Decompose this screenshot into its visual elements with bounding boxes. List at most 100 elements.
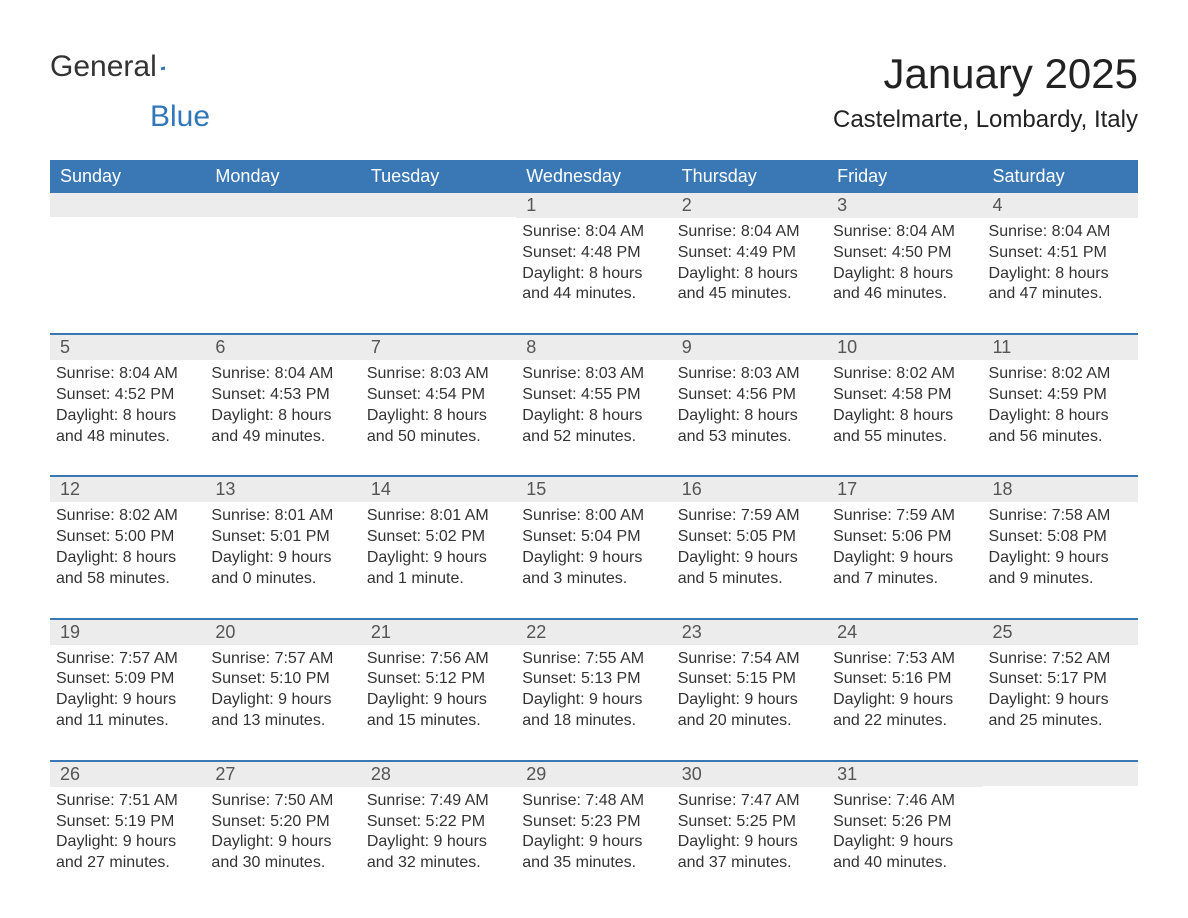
daylight1-text: Daylight: 9 hours: [678, 690, 817, 711]
day-cell: 4Sunrise: 8:04 AMSunset: 4:51 PMDaylight…: [983, 193, 1138, 334]
daylight1-text: Daylight: 9 hours: [367, 690, 506, 711]
sunset-text: Sunset: 4:59 PM: [989, 385, 1128, 406]
daylight2-text: and 20 minutes.: [678, 711, 817, 732]
day-body: Sunrise: 7:50 AMSunset: 5:20 PMDaylight:…: [205, 787, 360, 902]
day-cell: 8Sunrise: 8:03 AMSunset: 4:55 PMDaylight…: [516, 334, 671, 476]
day-header-wednesday: Wednesday: [516, 160, 671, 193]
daylight2-text: and 9 minutes.: [989, 569, 1128, 590]
sunrise-text: Sunrise: 8:02 AM: [989, 364, 1128, 385]
day-body: Sunrise: 8:03 AMSunset: 4:56 PMDaylight:…: [672, 360, 827, 475]
day-cell: 7Sunrise: 8:03 AMSunset: 4:54 PMDaylight…: [361, 334, 516, 476]
day-cell: 13Sunrise: 8:01 AMSunset: 5:01 PMDayligh…: [205, 476, 360, 618]
daylight2-text: and 40 minutes.: [833, 853, 972, 874]
daylight2-text: and 3 minutes.: [522, 569, 661, 590]
daylight2-text: and 5 minutes.: [678, 569, 817, 590]
day-body: Sunrise: 8:04 AMSunset: 4:50 PMDaylight:…: [827, 218, 982, 333]
day-number: 15: [516, 477, 671, 502]
daylight1-text: Daylight: 8 hours: [56, 406, 195, 427]
day-cell: 10Sunrise: 8:02 AMSunset: 4:58 PMDayligh…: [827, 334, 982, 476]
daylight2-text: and 47 minutes.: [989, 284, 1128, 305]
day-number: 25: [983, 620, 1138, 645]
sunset-text: Sunset: 5:06 PM: [833, 527, 972, 548]
sunrise-text: Sunrise: 7:48 AM: [522, 791, 661, 812]
sunrise-text: Sunrise: 7:53 AM: [833, 649, 972, 670]
daylight1-text: Daylight: 9 hours: [833, 832, 972, 853]
daylight2-text: and 55 minutes.: [833, 427, 972, 448]
daylight1-text: Daylight: 9 hours: [211, 690, 350, 711]
daylight1-text: Daylight: 9 hours: [367, 832, 506, 853]
daylight1-text: Daylight: 9 hours: [367, 548, 506, 569]
sunset-text: Sunset: 5:09 PM: [56, 669, 195, 690]
sunrise-text: Sunrise: 7:50 AM: [211, 791, 350, 812]
daylight1-text: Daylight: 9 hours: [211, 548, 350, 569]
day-number: 1: [516, 193, 671, 218]
daylight1-text: Daylight: 9 hours: [56, 690, 195, 711]
daylight2-text: and 50 minutes.: [367, 427, 506, 448]
day-number: 10: [827, 335, 982, 360]
day-body: Sunrise: 7:59 AMSunset: 5:05 PMDaylight:…: [672, 502, 827, 617]
day-cell: 26Sunrise: 7:51 AMSunset: 5:19 PMDayligh…: [50, 761, 205, 902]
day-cell: 24Sunrise: 7:53 AMSunset: 5:16 PMDayligh…: [827, 619, 982, 761]
day-body: Sunrise: 8:02 AMSunset: 4:58 PMDaylight:…: [827, 360, 982, 475]
day-number: 4: [983, 193, 1138, 218]
day-cell: 18Sunrise: 7:58 AMSunset: 5:08 PMDayligh…: [983, 476, 1138, 618]
sunrise-text: Sunrise: 7:52 AM: [989, 649, 1128, 670]
day-cell: [983, 761, 1138, 902]
day-body: [983, 786, 1138, 876]
day-header-monday: Monday: [205, 160, 360, 193]
day-cell: 19Sunrise: 7:57 AMSunset: 5:09 PMDayligh…: [50, 619, 205, 761]
day-body: Sunrise: 7:56 AMSunset: 5:12 PMDaylight:…: [361, 645, 516, 760]
daylight1-text: Daylight: 9 hours: [56, 832, 195, 853]
day-cell: 9Sunrise: 8:03 AMSunset: 4:56 PMDaylight…: [672, 334, 827, 476]
sunset-text: Sunset: 4:50 PM: [833, 243, 972, 264]
sunrise-text: Sunrise: 8:02 AM: [833, 364, 972, 385]
day-number: 16: [672, 477, 827, 502]
day-body: Sunrise: 7:47 AMSunset: 5:25 PMDaylight:…: [672, 787, 827, 902]
daylight1-text: Daylight: 8 hours: [211, 406, 350, 427]
daylight1-text: Daylight: 9 hours: [833, 690, 972, 711]
sunset-text: Sunset: 5:16 PM: [833, 669, 972, 690]
day-cell: [50, 193, 205, 334]
day-number: 27: [205, 762, 360, 787]
daylight1-text: Daylight: 9 hours: [833, 548, 972, 569]
day-number: 20: [205, 620, 360, 645]
day-body: Sunrise: 8:03 AMSunset: 4:55 PMDaylight:…: [516, 360, 671, 475]
day-number: 18: [983, 477, 1138, 502]
sunset-text: Sunset: 4:56 PM: [678, 385, 817, 406]
location-subtitle: Castelmarte, Lombardy, Italy: [833, 106, 1138, 134]
sunset-text: Sunset: 5:17 PM: [989, 669, 1128, 690]
daylight2-text: and 30 minutes.: [211, 853, 350, 874]
sunrise-text: Sunrise: 8:04 AM: [833, 222, 972, 243]
day-cell: [205, 193, 360, 334]
day-header-sunday: Sunday: [50, 160, 205, 193]
sunrise-text: Sunrise: 8:03 AM: [678, 364, 817, 385]
day-body: Sunrise: 8:03 AMSunset: 4:54 PMDaylight:…: [361, 360, 516, 475]
daylight1-text: Daylight: 9 hours: [989, 690, 1128, 711]
day-header-tuesday: Tuesday: [361, 160, 516, 193]
day-number: 19: [50, 620, 205, 645]
day-cell: 12Sunrise: 8:02 AMSunset: 5:00 PMDayligh…: [50, 476, 205, 618]
sunrise-text: Sunrise: 8:04 AM: [989, 222, 1128, 243]
daylight1-text: Daylight: 9 hours: [211, 832, 350, 853]
daylight2-text: and 37 minutes.: [678, 853, 817, 874]
sunrise-text: Sunrise: 8:03 AM: [367, 364, 506, 385]
day-body: Sunrise: 7:46 AMSunset: 5:26 PMDaylight:…: [827, 787, 982, 902]
day-number: 5: [50, 335, 205, 360]
sunrise-text: Sunrise: 7:55 AM: [522, 649, 661, 670]
daylight1-text: Daylight: 8 hours: [833, 264, 972, 285]
sunset-text: Sunset: 5:01 PM: [211, 527, 350, 548]
day-body: Sunrise: 8:04 AMSunset: 4:52 PMDaylight:…: [50, 360, 205, 475]
day-body: [361, 217, 516, 307]
day-body: Sunrise: 7:49 AMSunset: 5:22 PMDaylight:…: [361, 787, 516, 902]
sunrise-text: Sunrise: 8:04 AM: [678, 222, 817, 243]
month-title: January 2025: [833, 50, 1138, 98]
day-body: Sunrise: 8:01 AMSunset: 5:02 PMDaylight:…: [361, 502, 516, 617]
daylight2-text: and 18 minutes.: [522, 711, 661, 732]
day-header-saturday: Saturday: [983, 160, 1138, 193]
sunset-text: Sunset: 5:20 PM: [211, 812, 350, 833]
day-number: 7: [361, 335, 516, 360]
day-cell: 17Sunrise: 7:59 AMSunset: 5:06 PMDayligh…: [827, 476, 982, 618]
day-body: Sunrise: 7:57 AMSunset: 5:10 PMDaylight:…: [205, 645, 360, 760]
daylight2-text: and 15 minutes.: [367, 711, 506, 732]
day-number: [361, 193, 516, 217]
